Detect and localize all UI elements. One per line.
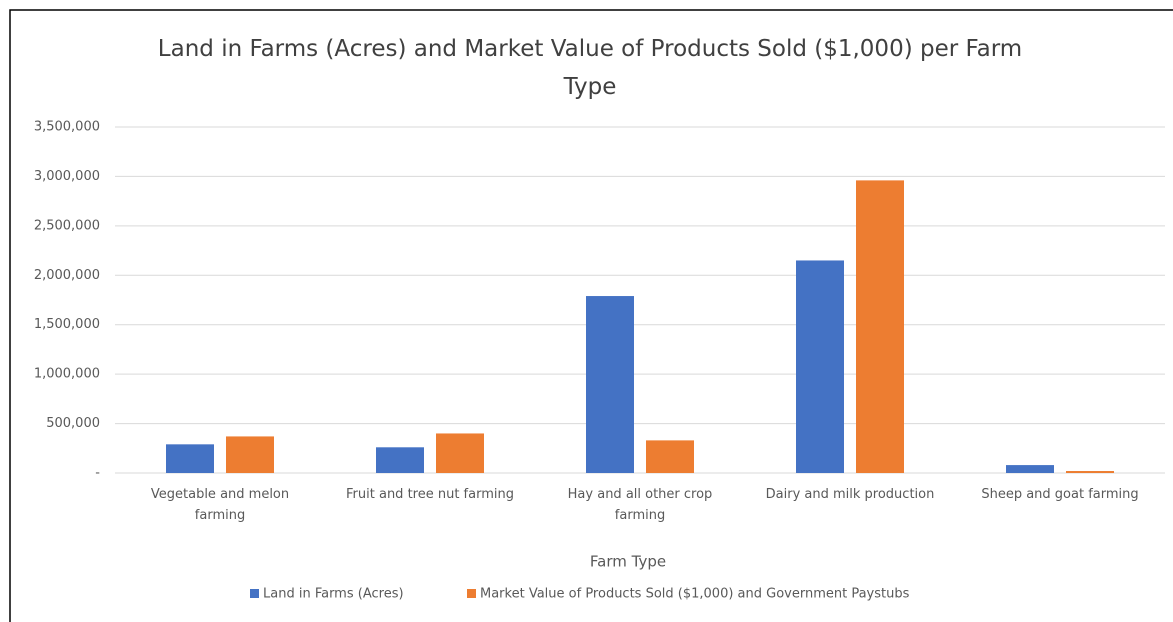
- x-tick-label: Dairy and milk production: [765, 487, 935, 502]
- chart-title: Land in Farms (Acres) and Market Value o…: [157, 36, 1023, 100]
- bar: [856, 180, 904, 473]
- bar: [376, 447, 424, 473]
- x-tick-label: Sheep and goat farming: [981, 487, 1139, 502]
- bar: [166, 444, 214, 473]
- bar: [796, 260, 844, 473]
- y-tick-label: 3,500,000: [34, 120, 100, 135]
- y-tick-label: 1,500,000: [34, 317, 100, 332]
- y-tick-label: 2,500,000: [34, 218, 100, 233]
- bar: [1006, 465, 1054, 473]
- bar: [226, 436, 274, 473]
- y-tick-label: 1,000,000: [34, 367, 100, 382]
- legend-label: Market Value of Products Sold ($1,000) a…: [480, 587, 910, 602]
- bar: [436, 433, 484, 473]
- x-tick-label: Vegetable and melon farming: [150, 487, 290, 523]
- x-axis-title: Farm Type: [590, 553, 666, 571]
- legend-swatch: [467, 589, 476, 598]
- bar: [586, 296, 634, 473]
- y-tick-label: 3,000,000: [34, 169, 100, 184]
- x-tick-label: Hay and all other crop farming: [567, 487, 713, 523]
- bar: [1066, 471, 1114, 473]
- y-tick-label: -: [95, 466, 100, 481]
- x-tick-label: Fruit and tree nut farming: [346, 487, 514, 502]
- bar: [646, 440, 694, 473]
- frame: [9, 9, 1173, 622]
- y-tick-label: 2,000,000: [34, 268, 100, 283]
- legend-label: Land in Farms (Acres): [263, 587, 404, 602]
- y-tick-label: 500,000: [46, 416, 100, 431]
- legend-swatch: [250, 589, 259, 598]
